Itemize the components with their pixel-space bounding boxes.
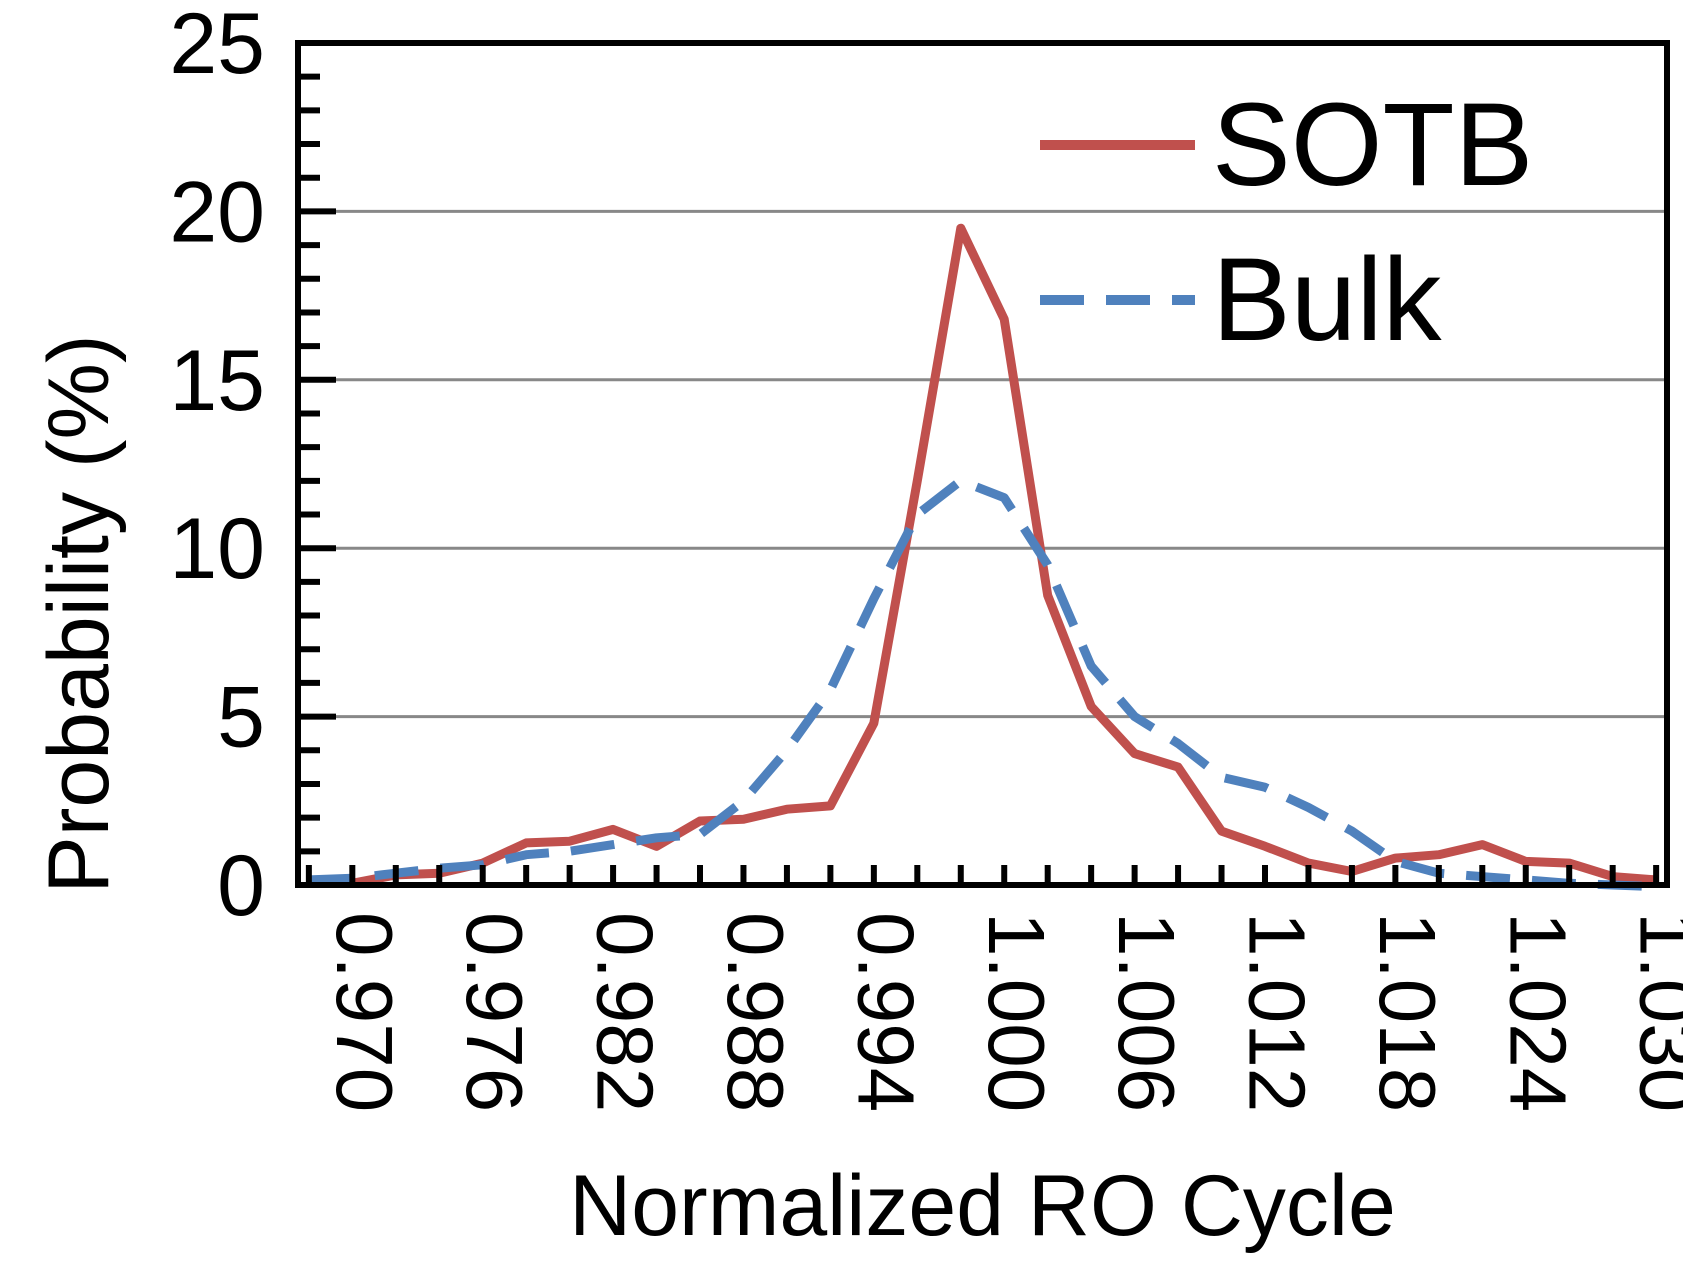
x-tick-label: 1.000 (972, 912, 1061, 1112)
series-line-sotb (308, 223, 1657, 888)
series-lines (308, 223, 1657, 892)
x-tick-label: 0.970 (320, 912, 409, 1112)
legend-label-sotb: SOTB (1212, 79, 1533, 211)
legend: SOTB Bulk (1040, 79, 1533, 366)
y-tick-label: 15 (169, 333, 265, 429)
series-line-bulk (308, 476, 1657, 892)
y-tick-label: 0 (217, 838, 265, 934)
gridlines (298, 209, 1667, 719)
y-tick-label: 20 (169, 164, 265, 260)
x-tick-label: 1.006 (1102, 912, 1191, 1112)
x-tick-label: 1.030 (1624, 912, 1683, 1112)
legend-label-bulk: Bulk (1212, 234, 1443, 366)
x-tick-label: 0.994 (841, 912, 930, 1112)
plot-frame (295, 40, 1670, 888)
x-tick-label: 0.976 (450, 912, 539, 1112)
x-axis-label: Normalized RO Cycle (569, 1158, 1396, 1254)
x-tick-label: 1.012 (1233, 912, 1322, 1112)
x-axis-ticks: 0.970 0.976 0.982 0.988 0.994 1.000 1.006 1.012… (305, 865, 1683, 1112)
y-axis-ticks: 0 5 10 15 20 25 (169, 0, 336, 934)
x-tick-label: 1.024 (1493, 912, 1582, 1112)
y-tick-label: 25 (169, 0, 265, 92)
x-tick-label: 1.018 (1363, 912, 1452, 1112)
y-tick-label: 10 (169, 501, 265, 597)
y-axis-label: Probability (%) (31, 334, 127, 893)
x-tick-label: 0.988 (711, 912, 800, 1112)
x-tick-label: 0.982 (581, 912, 670, 1112)
y-tick-label: 5 (217, 670, 265, 766)
plot-border (295, 40, 1670, 888)
